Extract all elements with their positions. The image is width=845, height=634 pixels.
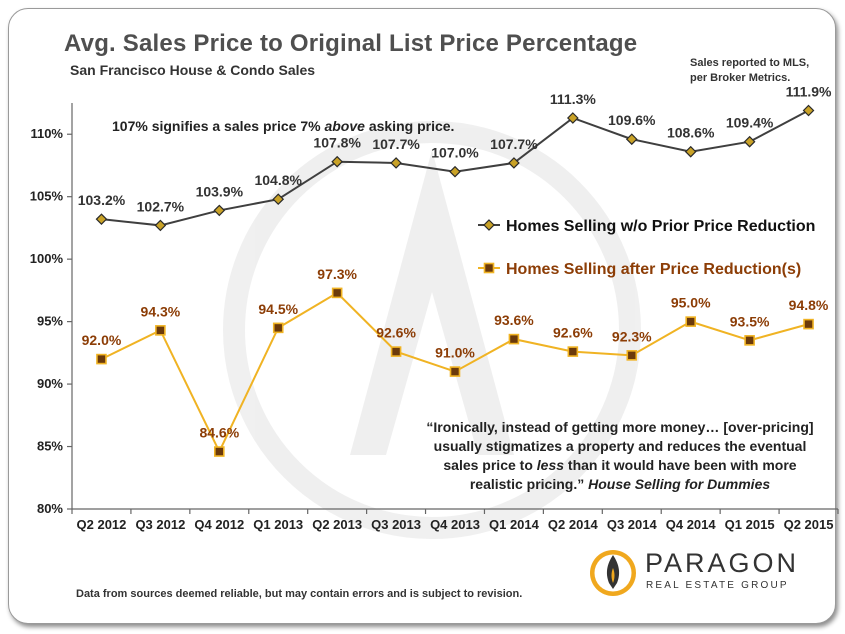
legend-marker	[483, 219, 495, 231]
data-label: 107.8%	[313, 135, 361, 151]
data-point	[685, 316, 696, 327]
legend-label: Homes Selling after Price Reduction(s)	[506, 261, 801, 278]
logo-tagline: REAL ESTATE GROUP	[646, 580, 789, 591]
x-tick-label: Q2 2014	[548, 517, 599, 532]
data-point	[272, 193, 285, 206]
data-label: 103.9%	[196, 183, 244, 199]
data-point	[508, 157, 520, 169]
chart-card	[8, 8, 836, 624]
data-label: 109.4%	[726, 115, 774, 131]
y-tick-label: 90%	[37, 376, 63, 391]
data-label: 97.3%	[317, 266, 357, 282]
y-tick-label: 100%	[30, 251, 64, 266]
annotation-note: 107% signifies a sales price 7% above as…	[112, 118, 455, 134]
data-point	[449, 165, 461, 178]
data-label: 109.6%	[608, 112, 656, 128]
legend-marker	[483, 262, 495, 274]
legend-label: Homes Selling w/o Prior Price Reduction	[506, 218, 815, 235]
data-label: 93.6%	[494, 312, 534, 328]
y-tick-label: 105%	[30, 189, 64, 204]
y-tick-label: 80%	[37, 501, 63, 516]
data-point	[743, 135, 756, 148]
data-point	[744, 335, 755, 346]
data-point	[684, 145, 697, 158]
data-label: 94.3%	[141, 303, 181, 319]
x-tick-label: Q1 2014	[489, 517, 540, 532]
data-label: 108.6%	[667, 125, 715, 141]
x-tick-label: Q2 2013	[312, 517, 362, 532]
data-label: 92.3%	[612, 328, 652, 344]
legend: Homes Selling w/o Prior Price Reduction H…	[478, 218, 815, 278]
x-tick-label: Q3 2012	[135, 517, 185, 532]
data-point	[449, 366, 461, 377]
data-label: 93.5%	[730, 313, 770, 329]
data-point	[95, 213, 108, 226]
data-point	[154, 219, 167, 232]
data-label: 102.7%	[137, 198, 185, 214]
data-point	[625, 133, 638, 146]
x-tick-label: Q2 2012	[77, 517, 127, 532]
data-point	[390, 157, 402, 169]
data-label: 94.8%	[789, 297, 829, 313]
x-tick-label: Q3 2013	[371, 517, 421, 532]
data-label: 94.5%	[258, 301, 298, 317]
data-label: 92.0%	[82, 332, 122, 348]
series-homes-without-reduction	[95, 104, 815, 232]
watermark-logo-icon	[223, 121, 641, 539]
series-homes-after-reduction	[96, 287, 814, 457]
data-label: 107.0%	[431, 145, 479, 161]
x-tick-label: Q4 2012	[194, 517, 244, 532]
data-label: 103.2%	[78, 192, 126, 208]
data-point	[331, 287, 343, 299]
data-labels: 103.2% 102.7% 103.9% 104.8% 107.8% 107.7% 107.…	[78, 83, 832, 440]
data-point	[566, 112, 579, 124]
x-tick-label: Q2 2015	[784, 517, 834, 532]
paragon-logo-icon	[590, 550, 636, 596]
chart-axes: 80% 85% 90% 95% 100% 105% 110% Q2 2012 Q3 2012 Q4…	[30, 103, 839, 532]
quote-annotation: “Ironically, instead of getting more mon…	[426, 419, 814, 492]
chart-title: Avg. Sales Price to Original List Price …	[64, 30, 638, 57]
y-tick-label: 110%	[30, 126, 63, 141]
data-point	[390, 346, 402, 357]
data-label: 107.7%	[490, 136, 538, 152]
x-tick-label: Q4 2014	[666, 517, 717, 532]
logo-wordmark: PARAGON	[645, 548, 800, 578]
source-note: Sales reported to MLS, per Broker Metric…	[690, 57, 810, 84]
data-label: 92.6%	[376, 325, 416, 341]
y-tick-label: 95%	[37, 314, 63, 329]
data-label: 111.9%	[786, 83, 832, 99]
data-label: 91.0%	[435, 345, 475, 361]
disclaimer: Data from sources deemed reliable, but m…	[76, 588, 523, 600]
data-label: 111.3%	[550, 91, 596, 107]
data-point	[331, 155, 344, 168]
data-label: 84.6%	[199, 425, 239, 441]
data-point	[508, 333, 520, 345]
data-point	[803, 318, 814, 330]
data-label: 107.7%	[372, 136, 420, 152]
y-tick-label: 85%	[37, 439, 63, 454]
data-point	[272, 322, 284, 334]
x-tick-label: Q4 2013	[430, 517, 480, 532]
x-tick-label: Q1 2015	[725, 517, 775, 532]
data-point	[213, 204, 226, 217]
data-label: 92.6%	[553, 325, 593, 341]
data-point	[626, 350, 638, 361]
data-label: 104.8%	[254, 172, 302, 188]
data-point	[802, 104, 815, 117]
data-point	[155, 325, 166, 336]
data-label: 95.0%	[671, 295, 711, 311]
data-point	[214, 446, 225, 457]
x-tick-label: Q1 2013	[253, 517, 303, 532]
data-point	[567, 346, 579, 357]
data-point	[96, 353, 107, 365]
x-tick-label: Q3 2014	[607, 517, 658, 532]
chart-subtitle: San Francisco House & Condo Sales	[70, 62, 316, 78]
